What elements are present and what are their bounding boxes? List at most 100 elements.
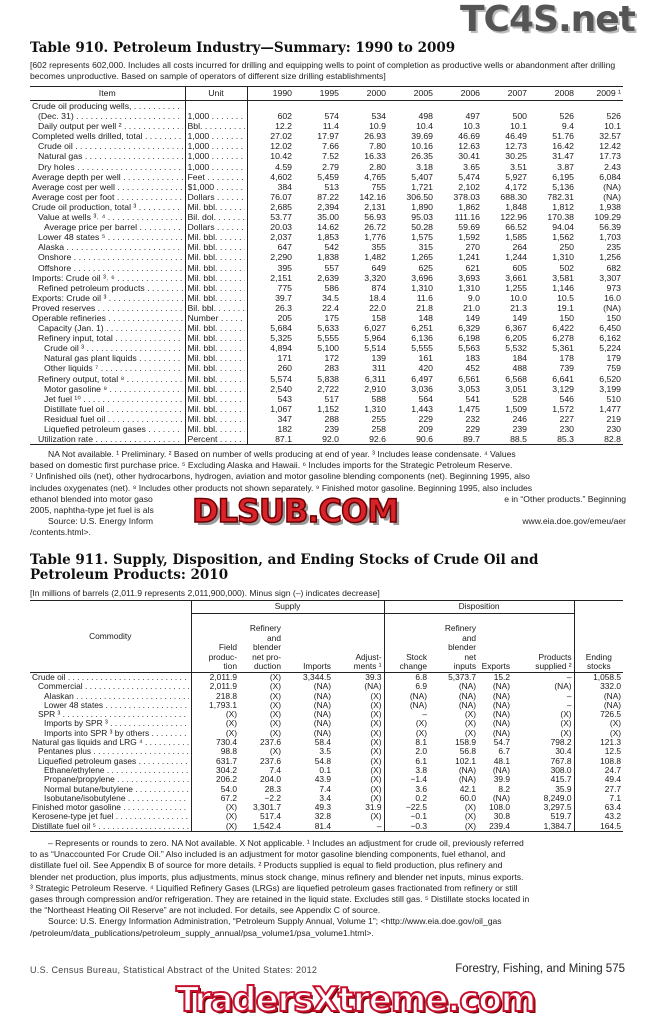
row-item-label: Exports: Crude oil ³ [32,293,183,303]
row-value: 1,310 [552,252,574,263]
row-commodity-label: Natural gas liquids and LRG ⁴ [32,738,189,747]
header-year: 1995 [294,86,341,101]
row-value: 7.80 [369,141,386,152]
row-value: 28.3 [264,784,281,794]
row-item-label: Refinery output, total ⁸ [32,374,183,384]
header-unit: Unit [185,86,248,101]
row-value: 108.8 [573,756,624,766]
row-value: 415.7 [550,775,572,785]
row-unit-label: Mil. bbl. [188,414,245,424]
row-commodity-label: Crude oil [32,673,189,682]
row-value: 500 [512,111,528,122]
footnote-text: to as “Unaccounted For Crude Oil.” Also … [30,849,506,860]
table-row: Imports: Crude oil ³˒ ⁶ Mil. bbl. 2,151 2,6… [30,272,623,283]
row-value: (X) [560,728,572,738]
row-item-label: Imports: Crude oil ³˒ ⁶ [32,273,183,283]
row-value: 6,198 [458,333,480,344]
row-value: (X) [225,710,237,720]
row-value: 85.3 [529,434,576,446]
column-header: Refinery and blender net inputs [429,613,479,673]
row-unit-label: 1,000 [188,131,245,141]
row-value: 95.03 [411,212,433,223]
row-value: 1,067 [270,403,292,414]
row-item: Completed wells drilled, total [30,131,186,142]
row-value: 7.52 [322,151,339,162]
row-unit-label: Mil. bbl. [188,374,245,384]
row-value: 56.8 [459,747,477,757]
row-item-label: Crude oil producing wells, [32,101,183,111]
row-item-label: Other liquids ⁷ [32,363,183,373]
row-unit-label: Percent [188,434,245,444]
row-value: 5,224 [599,343,621,354]
row-value: (X) [464,812,477,822]
row-value: 1,793.1 [209,700,237,710]
header-year: 2005 [388,86,435,101]
row-unit: Percent [185,434,248,446]
row-value: 543 [277,393,293,404]
row-unit: Mil. bbl. [185,282,248,293]
row-value: 1,812 [552,201,574,212]
table-row: SPR ³(X)(X)(NA)(X)–(X)(NA)(X)726.5 [30,710,624,720]
row-value: 5,684 [270,323,292,334]
row-value [294,101,341,112]
row-value: 8.1 [383,738,430,748]
row-value: 513 [324,181,340,192]
table-911-title: Table 911. Supply, Disposition, and Endi… [30,552,539,583]
row-unit-label: Mil. bbl. [188,343,245,353]
row-value: (NA) [313,728,331,738]
row-value: −0.1 [383,812,430,822]
row-value: 264 [512,242,528,253]
row-value: 739 [559,363,575,374]
row-value: 35.00 [317,212,339,223]
row-value: 12.42 [599,141,621,152]
row-value: 102.1 [455,756,477,766]
row-value: 26.93 [364,131,386,142]
row-unit-label: Bbl. [188,121,245,131]
row-value: 283 [324,363,340,374]
row-value: 22.4 [322,302,339,313]
footer-page: Forestry, Fishing, and Mining 575 [455,963,625,975]
table-row: Pentanes plus98.8(X)3.5(X)2.056.86.730.4… [30,747,624,757]
row-item: Crude oil ³ [30,343,186,354]
row-commodity-label: Lower 48 states [32,701,189,710]
table-910-header-row: Item Unit 1990 1995 2000 2005 2006 2007 2008 20… [30,86,623,101]
row-value: 3,696 [411,272,433,283]
footnote-line: /petroleum/data_publications/petroleum_s… [30,928,626,939]
row-value: – [383,710,430,720]
table-row: Imports by SPR ³(X)(X)(NA)(X)(X)(X)(NA)(… [30,719,624,729]
row-value: 16.42 [552,141,574,152]
row-unit: Mil. bbl. [185,232,248,243]
row-value: 239 [512,424,528,434]
row-value: 6.9 [383,682,430,692]
row-unit: Mil. bbl. [185,403,248,414]
row-value: 488 [512,363,528,374]
row-unit: Mil. bbl. [185,272,248,283]
row-unit-label: Number [188,313,245,323]
row-value: 2,394 [317,201,339,212]
row-unit: Mil. bbl. [185,393,248,404]
row-value: −2.2 [264,793,281,803]
row-value: 347 [277,413,293,424]
row-value: 2,290 [270,252,292,263]
row-value: 6,162 [599,333,621,344]
row-commodity-label: SPR ³ [32,710,189,719]
row-value: 87.1 [247,434,294,446]
column-header: Imports [283,613,333,673]
row-commodity: Kerosene-type jet fuel [30,812,192,822]
row-value: −0.3 [383,821,430,833]
table-row: Lower 48 states1,793.1(X)(NA)(X)(NA)(NA)… [30,700,624,711]
row-value: 384 [277,181,293,192]
row-item: Residual fuel oil [30,413,186,424]
row-value: 1,255 [505,282,527,293]
row-value: (NA) [492,700,511,710]
row-item-label: Operable refineries [32,313,183,323]
row-item-label: Refinery input, total [32,333,183,343]
row-value: 1,703 [599,232,621,243]
row-item: Value at wells ³˒ ⁴ [30,212,186,223]
row-value: 20.03 [270,222,292,233]
row-value: (X) [370,700,382,710]
row-value: 10.4 [416,121,433,132]
row-value: 4,765 [364,171,386,182]
footnote-line: NA Not available. ¹ Preliminary. ² Based… [30,449,626,460]
row-value: 27.02 [270,131,292,142]
